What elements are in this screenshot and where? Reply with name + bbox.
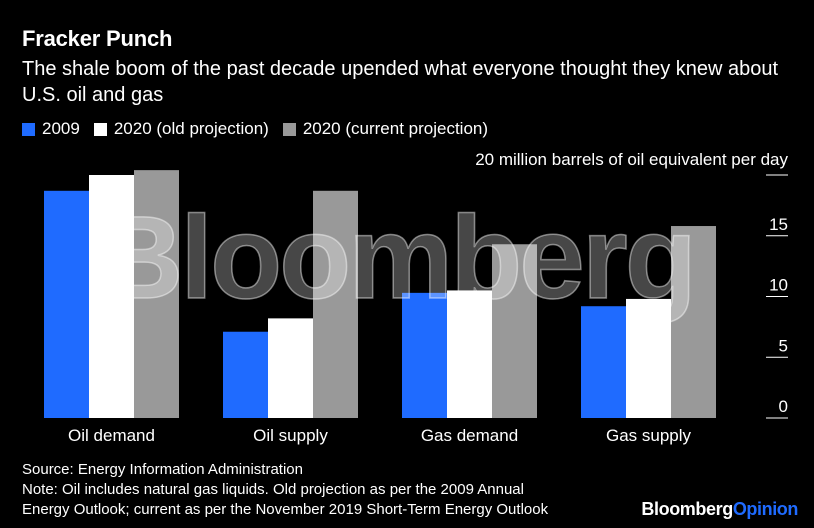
legend-item-2020-current: 2020 (current projection) [282,119,489,139]
bar-gas-demand-series-1 [447,290,492,418]
legend: 2009 2020 (old projection) 2020 (current… [22,119,502,139]
bar-gas-supply-series-2 [671,226,716,418]
legend-label-2020-current: 2020 (current projection) [302,119,489,138]
watermark-text: Bloomberg [98,192,694,324]
legend-swatch-2020-old [93,122,107,136]
legend-swatch-2020-current [282,122,296,136]
source-text: Source: Energy Information Administratio… [22,461,303,478]
bars-layer [44,170,716,418]
bar-gas-supply-series-0 [581,306,626,418]
bar-gas-supply-series-1 [626,298,671,418]
note-text-line2: Energy Outlook; current as per the Novem… [22,501,549,518]
chart-title: Fracker Punch [22,26,173,51]
bloomberg-watermark: Bloomberg [97,191,697,325]
logo-accent: Opinion [732,499,799,519]
y-axis: 0 5 10 15 [766,174,788,419]
category-label: Oil supply [253,426,328,445]
category-labels: Oil demand Oil supply Gas demand Gas supply [68,426,691,445]
bar-oil-demand-series-2 [134,170,179,418]
chart-subtitle: The shale boom of the past decade upende… [22,58,779,106]
y-tick-label: 15 [769,215,788,234]
footer: Source: Energy Information Administratio… [22,460,548,520]
legend-swatch-2009 [22,122,35,136]
y-tick-label: 5 [779,336,788,355]
y-tick-label: 0 [779,397,788,416]
category-label: Gas supply [606,426,692,445]
category-label: Gas demand [421,426,518,445]
legend-label-2009: 2009 [42,119,80,138]
bar-gas-demand-series-0 [402,292,447,418]
bar-oil-supply-series-1 [268,318,313,418]
legend-item-2009: 2009 [22,119,80,139]
logo-main: Bloomberg [641,499,733,519]
note-text-line1: Note: Oil includes natural gas liquids. … [22,481,524,498]
bloomberg-opinion-logo: BloombergOpinion [639,499,798,520]
bar-oil-supply-series-0 [223,331,268,418]
category-label: Oil demand [68,426,155,445]
bar-oil-demand-series-1 [89,175,134,418]
bar-gas-demand-series-2 [492,244,537,418]
y-axis-unit-label: 20 million barrels of oil equivalent per… [475,150,788,169]
bar-oil-demand-series-0 [44,190,89,418]
legend-label-2020-old: 2020 (old projection) [113,119,269,138]
legend-item-2020-old: 2020 (old projection) [93,119,269,139]
bar-oil-supply-series-2 [313,190,358,418]
y-tick-label: 10 [769,276,788,295]
